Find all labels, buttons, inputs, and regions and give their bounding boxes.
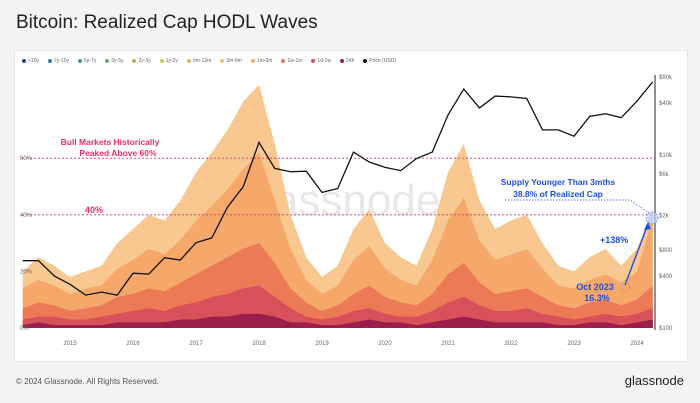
arrow-head (644, 222, 651, 230)
legend-label: 1y-2y (165, 58, 178, 64)
legend-label: 6m-12m (192, 58, 212, 64)
legend-swatch (47, 58, 52, 63)
highlight-circle (645, 211, 659, 225)
legend-swatch (340, 58, 345, 63)
x-tick-label: 2024 (630, 341, 644, 347)
y2-tick-label: $2k (659, 213, 670, 219)
legend-swatch (363, 58, 368, 63)
y2-tick-label: $800 (659, 248, 673, 254)
legend-item[interactable]: 3m-6m (220, 58, 242, 64)
annotation-bull: Bull Markets Historically (61, 137, 160, 147)
annotation-oct: Oct 2023 (576, 282, 614, 292)
x-tick-label: 2015 (63, 341, 77, 347)
legend-swatch (186, 58, 191, 63)
chart-title: Bitcoin: Realized Cap HODL Waves (16, 12, 318, 33)
annotation-younger: Supply Younger Than 3mths (501, 177, 616, 187)
y2-tick-label: $10k (659, 153, 673, 159)
legend-label: 1d-1w (317, 58, 332, 64)
legend-swatch (78, 58, 82, 63)
legend-swatch (159, 58, 164, 63)
legend-item[interactable]: 7y-10y (47, 58, 69, 64)
legend-label: 1w-1m (287, 58, 303, 64)
annotation-oct: 16.3% (584, 293, 610, 303)
legend-label: >10y (28, 58, 39, 64)
legend-item[interactable]: 1w-1m (281, 58, 302, 64)
y2-tick-label: $100 (659, 326, 673, 332)
legend-item[interactable]: >10y (22, 58, 39, 64)
legend-label: 3y-5y (111, 58, 124, 64)
brand-logo: glassnode (624, 373, 684, 388)
legend-item[interactable]: 1m-3m (250, 58, 273, 64)
legend-swatch (105, 58, 110, 63)
legend-label: 5y-7y (84, 58, 97, 64)
legend-label: Price (USD) (369, 58, 397, 64)
copyright: © 2024 Glassnode. All Rights Reserved. (16, 377, 159, 386)
annotation-younger: 38.8% of Realized Cap (513, 189, 603, 199)
x-tick-label: 2016 (126, 341, 140, 347)
legend-swatch (22, 58, 26, 63)
growth-arrow (624, 223, 649, 286)
x-tick-label: 2018 (252, 341, 266, 347)
x-tick-label: 2023 (567, 341, 581, 347)
legend-label: 7y-10y (53, 58, 69, 64)
area-1d-1w (22, 285, 653, 328)
x-tick-label: 2021 (441, 341, 455, 347)
legend-item[interactable]: 2y-3y (132, 58, 151, 64)
y-tick-label: 0% (20, 326, 29, 332)
legend-item[interactable]: Price (USD) (363, 58, 396, 64)
area-24h (22, 313, 653, 328)
y-tick-label: 20% (20, 269, 33, 275)
legend-swatch (281, 58, 286, 63)
legend-swatch (250, 58, 255, 63)
legend-label: 24h (346, 58, 355, 64)
legend-label: 2y-3y (138, 58, 151, 64)
legend-item[interactable]: 5y-7y (78, 58, 96, 64)
annotation-change: +138% (600, 235, 628, 245)
x-tick-label: 2017 (189, 341, 203, 347)
callout-line (505, 199, 653, 216)
y2-tick-label: $6k (659, 172, 670, 178)
y-tick-label: 60% (20, 156, 33, 162)
oct-circle (620, 282, 630, 292)
legend-label: 1m-3m (256, 58, 273, 64)
annotation-40: 40% (85, 205, 103, 215)
legend-item[interactable]: 3y-5y (105, 58, 123, 64)
x-tick-label: 2022 (504, 341, 518, 347)
legend-item[interactable]: 6m-12m (186, 58, 212, 64)
legend-item[interactable]: 1d-1w (311, 58, 331, 64)
y-tick-label: 40% (20, 213, 33, 219)
y2-tick-label: $400 (659, 274, 673, 280)
legend-item[interactable]: 1y-2y (159, 58, 178, 64)
legend-swatch (311, 58, 316, 63)
legend-swatch (132, 58, 137, 63)
x-tick-label: 2020 (378, 341, 392, 347)
price-line (22, 81, 654, 296)
legend-item[interactable]: 24h (340, 58, 354, 64)
y2-tick-label: $40k (659, 101, 673, 107)
legend-swatch (220, 58, 225, 63)
x-tick-label: 2019 (315, 341, 329, 347)
legend-label: 3m-6m (226, 58, 242, 64)
y2-tick-label: $80k (659, 75, 673, 81)
annotation-bull: Peaked Above 60% (79, 148, 157, 158)
legend: >10y 7y-10y 5y-7y 3y-5y 2y-3y 1y-2y 6m-12m 3m-6… (22, 58, 396, 64)
